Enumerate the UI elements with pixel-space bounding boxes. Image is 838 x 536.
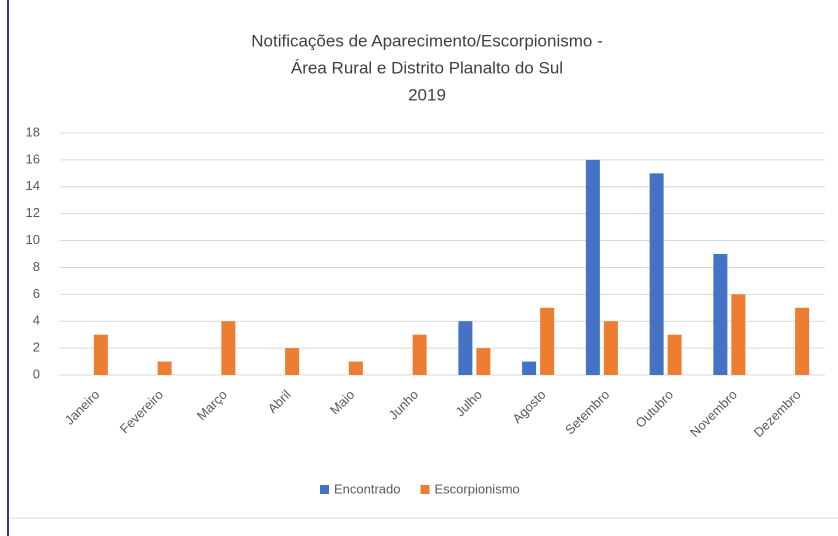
y-tick-label: 0 [33, 366, 40, 381]
bar [412, 334, 427, 375]
bar [458, 321, 473, 375]
bar [93, 334, 108, 375]
bar [649, 173, 664, 375]
chart-title: Área Rural e Distrito Planalto do Sul [291, 58, 563, 77]
bar [540, 307, 555, 375]
bar [157, 361, 172, 375]
y-tick-label: 8 [33, 259, 40, 274]
legend-swatch [420, 485, 430, 494]
bar [221, 321, 236, 375]
bar [285, 348, 300, 375]
bar [348, 361, 363, 375]
y-tick-label: 12 [26, 205, 40, 220]
bar [476, 348, 491, 375]
y-tick-label: 4 [33, 313, 40, 328]
y-tick-label: 18 [26, 124, 40, 139]
chart-title: 2019 [408, 85, 446, 104]
y-tick-label: 2 [33, 340, 40, 355]
legend-label: Escorpionismo [435, 481, 520, 496]
bar [795, 307, 810, 375]
bar [731, 294, 746, 375]
legend-swatch [320, 485, 329, 494]
bar [522, 361, 537, 375]
y-tick-label: 14 [26, 178, 40, 193]
y-tick-label: 6 [33, 286, 40, 301]
bar [585, 159, 600, 375]
y-tick-label: 10 [26, 232, 40, 247]
legend-label: Encontrado [334, 481, 401, 496]
bar [713, 254, 728, 375]
y-tick-label: 16 [26, 151, 40, 166]
bar [603, 321, 618, 375]
chart-title: Notificações de Aparecimento/Escorpionis… [251, 31, 603, 50]
bar [667, 334, 682, 375]
